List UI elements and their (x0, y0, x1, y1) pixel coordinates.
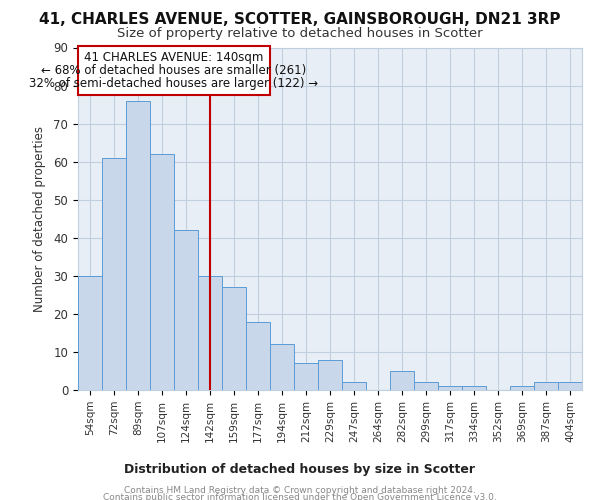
Text: Distribution of detached houses by size in Scotter: Distribution of detached houses by size … (125, 462, 476, 475)
Bar (222, 287, 246, 390)
Bar (534, 382, 558, 390)
Text: 41 CHARLES AVENUE: 140sqm: 41 CHARLES AVENUE: 140sqm (85, 50, 263, 64)
Text: Size of property relative to detached houses in Scotter: Size of property relative to detached ho… (117, 28, 483, 40)
Text: ← 68% of detached houses are smaller (261): ← 68% of detached houses are smaller (26… (41, 64, 307, 77)
Bar (270, 344, 294, 390)
FancyBboxPatch shape (78, 46, 270, 95)
Bar (126, 101, 150, 390)
Bar (78, 276, 102, 390)
Bar (414, 382, 438, 390)
Bar (390, 371, 414, 390)
Bar (462, 386, 486, 390)
Bar (294, 364, 318, 390)
Bar (318, 360, 342, 390)
Text: 41, CHARLES AVENUE, SCOTTER, GAINSBOROUGH, DN21 3RP: 41, CHARLES AVENUE, SCOTTER, GAINSBOROUG… (39, 12, 561, 28)
Bar (342, 382, 366, 390)
Bar (558, 382, 582, 390)
Text: Contains HM Land Registry data © Crown copyright and database right 2024.: Contains HM Land Registry data © Crown c… (124, 486, 476, 495)
Bar (174, 230, 198, 390)
Bar (510, 386, 534, 390)
Bar (198, 276, 222, 390)
Text: 32% of semi-detached houses are larger (122) →: 32% of semi-detached houses are larger (… (29, 77, 319, 90)
Bar (102, 158, 126, 390)
Bar (150, 154, 174, 390)
Text: Contains public sector information licensed under the Open Government Licence v3: Contains public sector information licen… (103, 494, 497, 500)
Bar (438, 386, 462, 390)
Bar (246, 322, 270, 390)
Y-axis label: Number of detached properties: Number of detached properties (34, 126, 46, 312)
